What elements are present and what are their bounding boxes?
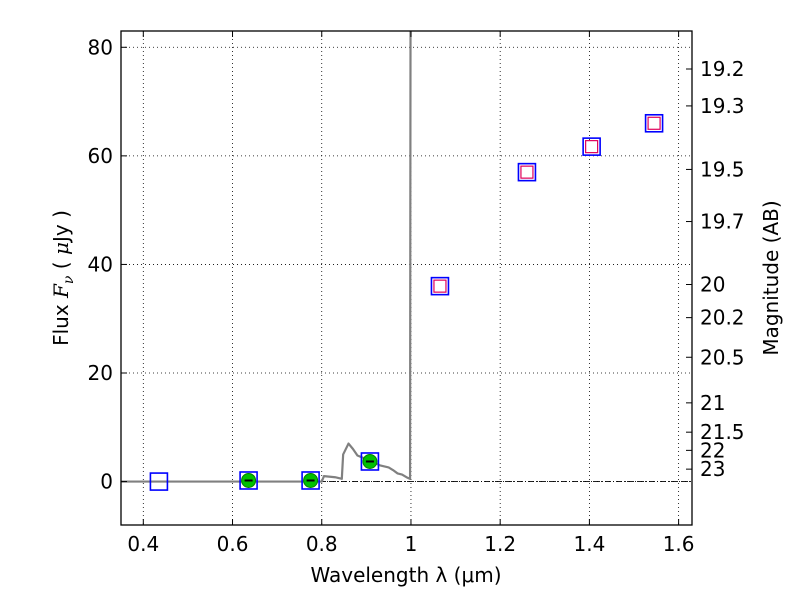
observed-flux-point [430, 276, 450, 296]
grid-lines [121, 31, 692, 525]
x-tick-label: 0.8 [306, 532, 338, 556]
x-tick-label: 1 [405, 532, 418, 556]
plot-frame [120, 30, 693, 526]
magnitude-tick-label: 19.3 [700, 94, 745, 118]
magnitude-tick-label: 19.2 [700, 57, 745, 81]
x-tick-label: 0.4 [127, 532, 159, 556]
x-tick-label: 1.2 [484, 532, 516, 556]
x-tick-label: 1.4 [573, 532, 605, 556]
magnitude-tick-label: 19.7 [700, 210, 745, 234]
magnitude-tick-label: 23 [700, 457, 725, 481]
magnitude-tick-label: 22 [700, 438, 725, 462]
magnitude-tick-label: 20.2 [700, 306, 745, 330]
observed-flux-point [239, 471, 258, 490]
observed-flux-point [149, 472, 169, 491]
markers [149, 113, 664, 491]
magnitude-tick-label: 20.5 [700, 345, 745, 369]
axis-ticks: 0.4 0.6 0.8 1 1.2 1.4 1.6 0 20 40 60 80 19.2 19.3 19.5… [88, 31, 745, 556]
y-axis-label: Flux Fν ( μJy ) [49, 210, 77, 346]
observed-flux-point [360, 452, 380, 471]
observed-flux-point [582, 137, 601, 156]
y-tick-label: 0 [100, 470, 113, 494]
magnitude-tick-label: 20 [700, 273, 725, 297]
upper-limit-point [647, 116, 661, 130]
magnitude-tick-label: 21 [700, 391, 725, 415]
model-spectrum-line [121, 31, 412, 483]
y-tick-label: 40 [88, 252, 113, 276]
y-tick-label: 80 [88, 35, 113, 59]
y-tick-label: 20 [88, 361, 113, 385]
x-tick-label: 0.6 [217, 532, 249, 556]
upper-limit-point [520, 165, 534, 179]
magnitude-tick-label: 21.5 [700, 420, 745, 444]
upper-limit-point [433, 279, 447, 293]
magnitude-tick-label: 19.5 [700, 157, 745, 181]
y-tick-label: 60 [88, 144, 113, 168]
observed-flux-point [517, 162, 537, 182]
x-axis-label: Wavelength λ (μm) [310, 563, 501, 587]
magnitude-axis-label: Magnitude (AB) [759, 200, 783, 355]
observed-flux-point [301, 471, 320, 490]
plot-area [121, 31, 692, 491]
x-tick-label: 1.6 [663, 532, 695, 556]
upper-limit-point [585, 140, 599, 154]
observed-flux-point [644, 113, 664, 133]
